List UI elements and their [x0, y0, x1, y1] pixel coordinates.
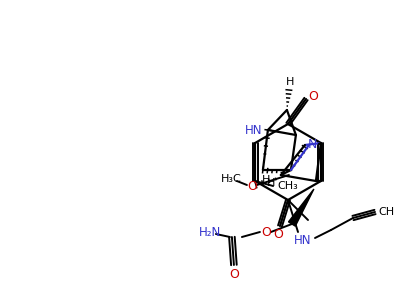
Text: O: O — [308, 91, 318, 103]
Polygon shape — [288, 189, 314, 226]
Text: O: O — [273, 229, 283, 242]
Text: H: H — [262, 175, 270, 185]
Text: H: H — [267, 178, 275, 188]
Text: O: O — [261, 226, 271, 238]
Text: HN: HN — [245, 124, 263, 136]
Text: N: N — [308, 139, 318, 152]
Text: H₂N: H₂N — [199, 226, 221, 238]
Text: H: H — [286, 77, 294, 87]
Text: O: O — [247, 181, 257, 194]
Text: HN: HN — [294, 233, 312, 247]
Text: O: O — [229, 268, 239, 281]
Text: H₃C: H₃C — [220, 174, 241, 184]
Text: CH: CH — [378, 207, 394, 217]
Text: CH₃: CH₃ — [278, 181, 298, 191]
